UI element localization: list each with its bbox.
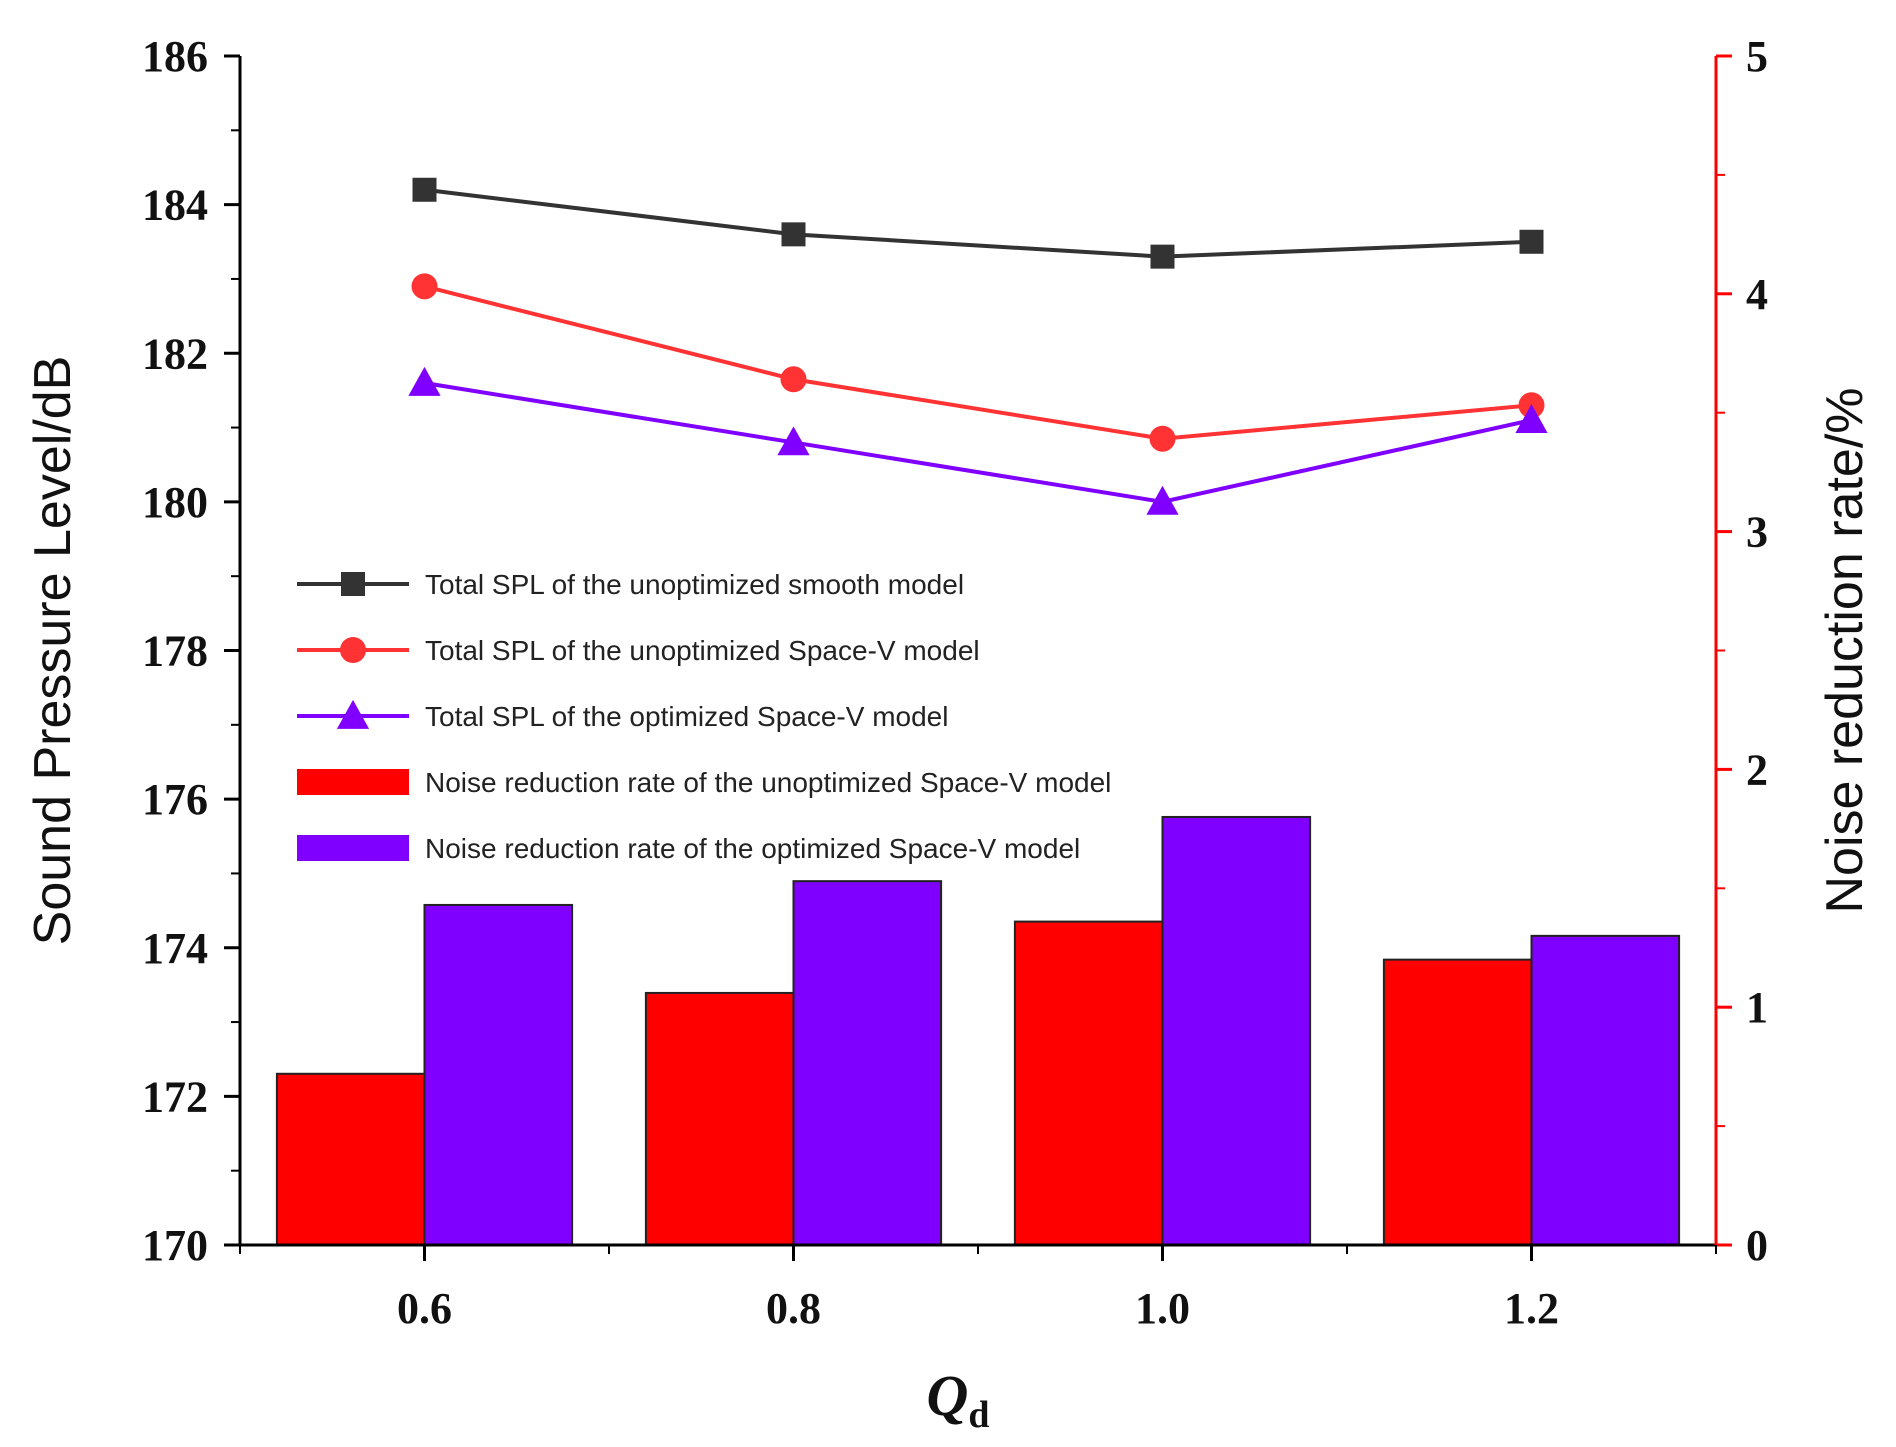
square-marker-point xyxy=(1519,229,1544,254)
legend-label: Total SPL of the unoptimized Space-V mod… xyxy=(425,635,980,666)
x-axis-title-subscript: d xyxy=(968,1394,989,1436)
legend-label: Total SPL of the unoptimized smooth mode… xyxy=(425,569,964,600)
bar-optimized-0.8 xyxy=(792,880,943,1247)
bar-unoptimized-0.8 xyxy=(644,991,795,1246)
right-tick-label: 5 xyxy=(1746,32,1768,81)
square-marker-point xyxy=(412,177,437,202)
square-marker-point xyxy=(1150,244,1175,269)
triangle-marker-point xyxy=(1515,404,1548,434)
bar-group xyxy=(275,815,1681,1247)
right-tick-label: 3 xyxy=(1746,508,1768,557)
left-tick-label: 178 xyxy=(142,627,208,676)
legend-label: Noise reduction rate of the unoptimized … xyxy=(425,767,1111,798)
circle-marker-point xyxy=(780,366,807,393)
line-series-1 xyxy=(424,187,1532,259)
legend-triangle-marker xyxy=(336,699,370,729)
bar-unoptimized-1.2 xyxy=(1382,958,1533,1246)
x-tick-label: 1.2 xyxy=(1504,1284,1559,1333)
left-tick-label: 180 xyxy=(142,478,208,527)
left-tick-label: 182 xyxy=(142,329,208,378)
left-tick-label: 172 xyxy=(142,1072,208,1121)
line-series-3 xyxy=(424,381,1532,504)
circle-marker-point xyxy=(411,273,438,300)
right-tick-label: 4 xyxy=(1746,270,1768,319)
x-axis-title: Qd xyxy=(926,1363,989,1436)
bar-optimized-1.0 xyxy=(1161,815,1312,1247)
bar-unoptimized-0.6 xyxy=(275,1072,426,1247)
right-tick-label: 1 xyxy=(1746,983,1768,1032)
legend-bar-swatch xyxy=(297,835,409,861)
left-tick-label: 176 xyxy=(142,775,208,824)
triangle-marker-point xyxy=(777,426,810,456)
legend-label: Noise reduction rate of the optimized Sp… xyxy=(425,833,1080,864)
triangle-marker-point xyxy=(1146,485,1179,515)
square-marker-point xyxy=(781,222,806,247)
x-tick-label: 0.8 xyxy=(766,1284,821,1333)
right-tick-label: 2 xyxy=(1746,745,1768,794)
x-axis-title-main: Q xyxy=(926,1363,968,1428)
bar-optimized-0.6 xyxy=(423,903,574,1246)
y-axis-right-title: Noise reduction rate/% xyxy=(1816,387,1874,913)
y-axis-left-title: Sound Pressure Level/dB xyxy=(24,356,82,946)
left-tick-label: 170 xyxy=(142,1221,208,1270)
legend-circle-marker xyxy=(340,637,366,663)
line-series-2 xyxy=(424,284,1532,441)
left-tick-label: 184 xyxy=(142,181,208,230)
triangle-marker-point xyxy=(408,366,441,396)
legend-bar-swatch xyxy=(297,769,409,795)
legend-square-marker xyxy=(341,572,365,596)
left-tick-label: 186 xyxy=(142,32,208,81)
bar-optimized-1.2 xyxy=(1530,934,1681,1246)
x-tick-label: 0.6 xyxy=(397,1284,452,1333)
x-tick-label: 1.0 xyxy=(1135,1284,1190,1333)
circle-marker-point xyxy=(1149,425,1176,452)
legend-label: Total SPL of the optimized Space-V model xyxy=(425,701,948,732)
left-tick-label: 174 xyxy=(142,924,208,973)
right-tick-label: 0 xyxy=(1746,1221,1768,1270)
bar-unoptimized-1.0 xyxy=(1013,920,1164,1246)
